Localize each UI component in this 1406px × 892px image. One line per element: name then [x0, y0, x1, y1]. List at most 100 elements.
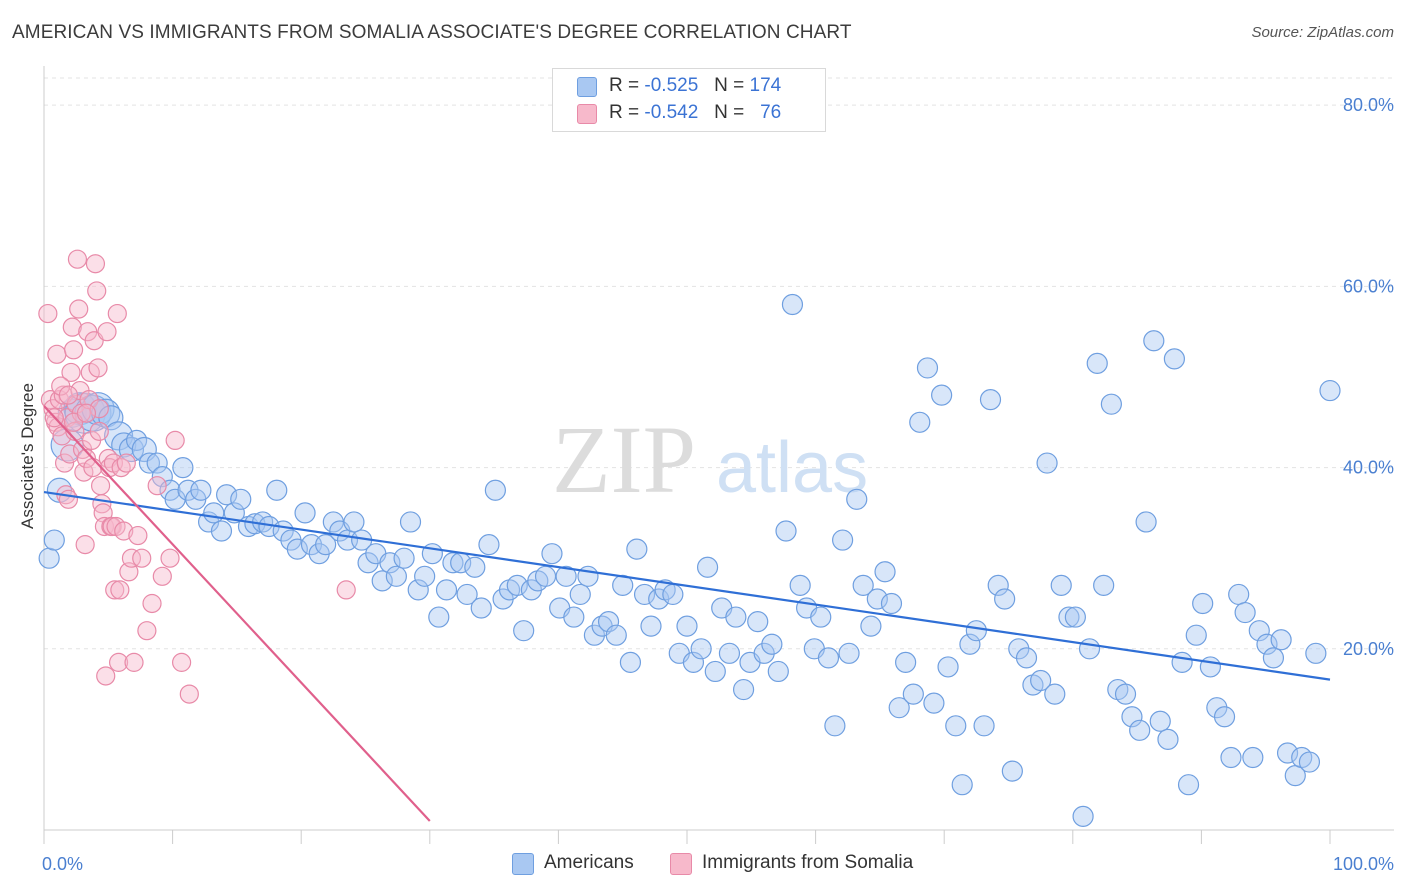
point-somalia — [132, 548, 152, 568]
point-americans — [1143, 330, 1165, 352]
point-americans — [177, 479, 199, 501]
point-americans — [414, 565, 436, 587]
legend-r-value: -0.525 — [644, 75, 699, 96]
point-americans — [569, 583, 591, 606]
point-americans — [987, 574, 1009, 596]
point-americans — [704, 660, 726, 683]
bottom-legend-swatch-somalia — [670, 853, 692, 875]
point-somalia — [172, 652, 192, 672]
point-somalia — [47, 344, 67, 364]
legend-text-somalia: R = -0.542 N = 76 — [609, 102, 781, 124]
point-americans — [555, 565, 577, 587]
point-somalia — [61, 362, 81, 383]
point-somalia — [88, 358, 108, 378]
point-americans — [810, 606, 832, 628]
point-somalia — [137, 621, 157, 641]
x-tick-labels: 0.0% 100.0% — [42, 854, 1394, 874]
legend-n-label: N = — [714, 102, 745, 123]
point-americans — [1121, 706, 1143, 728]
point-americans — [216, 484, 238, 506]
point-somalia — [110, 580, 130, 600]
point-americans — [732, 678, 755, 701]
chart-source: Source: ZipAtlas.com — [1251, 24, 1394, 41]
point-americans — [399, 511, 422, 533]
point-americans — [817, 647, 840, 669]
point-americans — [662, 583, 684, 606]
point-americans — [1256, 633, 1278, 655]
point-somalia — [121, 548, 142, 568]
point-americans — [506, 574, 528, 596]
point-americans — [478, 534, 500, 556]
point-americans — [1135, 511, 1157, 533]
bottom-legend-swatch-americans — [512, 853, 534, 875]
point-americans — [470, 597, 492, 619]
point-americans — [534, 565, 557, 587]
point-americans — [633, 583, 656, 606]
point-americans — [718, 642, 741, 664]
point-americans — [1228, 583, 1250, 606]
point-somalia — [62, 317, 82, 337]
point-somalia — [108, 652, 129, 672]
point-americans — [1242, 746, 1264, 769]
point-americans — [1093, 574, 1115, 596]
grid-lines — [44, 77, 1394, 650]
point-americans — [1044, 683, 1066, 705]
point-americans — [931, 384, 953, 406]
point-americans — [945, 715, 967, 737]
point-americans — [357, 552, 379, 574]
y-tick-label: 80.0% — [1343, 95, 1394, 115]
point-americans — [393, 547, 415, 569]
point-somalia — [160, 548, 180, 568]
point-americans — [852, 574, 874, 596]
point-americans — [1177, 774, 1200, 796]
point-americans — [832, 529, 854, 551]
series-americans — [38, 293, 1341, 828]
point-americans — [923, 692, 945, 714]
point-americans — [407, 579, 429, 601]
point-americans — [959, 633, 981, 655]
bottom-legend-label-somalia: Immigrants from Somalia — [702, 852, 914, 873]
data-points — [38, 249, 1341, 828]
point-americans — [965, 620, 987, 642]
point-somalia — [114, 521, 134, 541]
point-americans — [1276, 742, 1299, 764]
point-americans — [1213, 706, 1236, 728]
legend-r-label: R = — [609, 102, 640, 123]
point-americans — [690, 638, 712, 660]
point-americans — [38, 547, 60, 569]
legend-n-value: 76 — [760, 102, 782, 123]
point-somalia — [116, 453, 136, 473]
legend-text-americans: R = -0.525 N = 174 — [609, 75, 781, 97]
y-tick-label: 20.0% — [1343, 639, 1394, 659]
point-americans — [315, 534, 337, 556]
point-somalia — [105, 580, 125, 600]
point-americans — [484, 479, 506, 501]
series-somalia — [38, 249, 356, 704]
point-americans — [456, 583, 478, 606]
y-tick-label: 60.0% — [1343, 276, 1394, 296]
point-americans — [895, 651, 917, 673]
point-americans — [747, 611, 769, 633]
point-somalia — [75, 535, 95, 555]
point-americans — [513, 620, 535, 642]
point-americans — [676, 615, 698, 637]
point-americans — [753, 642, 775, 664]
point-americans — [1001, 760, 1023, 782]
legend-swatch-americans — [577, 77, 597, 97]
point-americans — [880, 592, 903, 615]
point-somalia — [67, 249, 88, 269]
point-americans — [916, 357, 939, 379]
point-americans — [210, 520, 233, 542]
point-somalia — [179, 684, 199, 704]
point-americans — [111, 432, 137, 458]
point-americans — [1008, 638, 1030, 660]
legend-r-label: R = — [609, 75, 640, 96]
y-tick-labels: 20.0% 40.0% 60.0% 80.0% — [1343, 95, 1394, 659]
point-americans — [1171, 651, 1193, 673]
point-americans — [866, 588, 888, 610]
point-americans — [874, 561, 896, 583]
point-somalia — [89, 399, 109, 419]
point-americans — [294, 502, 316, 524]
point-somalia — [54, 453, 75, 473]
point-somalia — [147, 476, 167, 496]
